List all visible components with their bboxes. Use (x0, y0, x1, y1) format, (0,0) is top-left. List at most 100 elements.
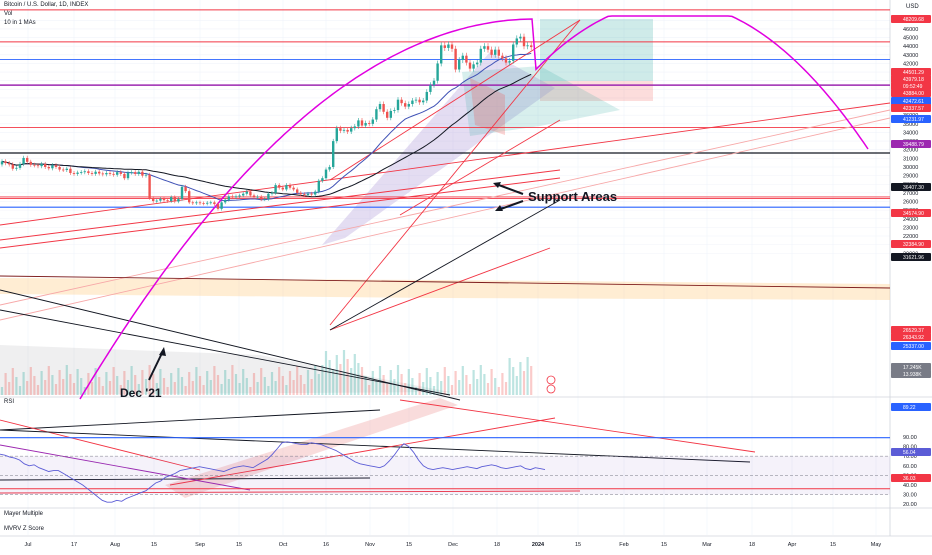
volume-bar (159, 369, 162, 395)
candle-body (393, 110, 396, 111)
consolidation-zone (0, 278, 890, 300)
candle-body (90, 173, 94, 174)
volume-bar (357, 363, 360, 395)
volume-bar (227, 379, 230, 395)
candle-body (443, 45, 446, 48)
long-position-stop-zone (540, 81, 653, 101)
candle-body (324, 169, 328, 179)
price-badge-label: 09:52:49 (903, 84, 923, 90)
volume-bar (386, 384, 389, 395)
volume-bar (180, 377, 184, 395)
volume-bar (476, 379, 479, 395)
candle-body (22, 157, 25, 164)
candle-body (414, 99, 418, 101)
candle-body (288, 185, 292, 188)
price-tick-label: 31000 (903, 156, 918, 162)
candle-body (267, 193, 270, 199)
candle-body (234, 196, 238, 198)
volume-bar (436, 372, 439, 395)
volume-bar (407, 369, 410, 395)
candle-body (206, 202, 209, 204)
volume-bar (11, 368, 14, 395)
candle-body (436, 63, 439, 81)
price-badge (891, 68, 931, 76)
volume-bar (47, 366, 50, 395)
volume-bar (339, 364, 342, 395)
volume-bar (454, 371, 457, 395)
candle-body (526, 45, 529, 47)
candle-body (429, 85, 432, 92)
price-badge-label: 26343.92 (903, 335, 924, 341)
volume-bar (411, 378, 414, 395)
candle-body (396, 99, 400, 111)
volume-bar (515, 376, 518, 395)
volume-bar (90, 382, 94, 395)
volume-bar (368, 385, 371, 395)
moving-average-fast (1, 52, 532, 202)
volume-bar (220, 384, 223, 395)
candle-body (364, 122, 367, 126)
price-tick-label: 24000 (903, 217, 918, 223)
volume-bar (267, 386, 270, 395)
rsi-badge (891, 474, 931, 482)
candle-body (105, 173, 108, 175)
time-tick-label: 15 (575, 542, 581, 548)
volume-bar (242, 369, 245, 395)
volume-bar (335, 355, 338, 395)
rsi-tick-label: 90.00 (903, 435, 917, 441)
time-tick-label: Feb (619, 542, 628, 548)
moving-average-slow (1, 73, 532, 198)
candle-body (486, 46, 490, 50)
candle-body (530, 45, 533, 48)
candle-body (497, 49, 500, 56)
candle-body (180, 186, 184, 199)
long-position-profit-zone (540, 19, 653, 81)
volume-bar (80, 378, 83, 395)
volume-bar (256, 382, 259, 395)
candle-body (328, 166, 331, 170)
volume-bar (238, 383, 241, 395)
candle-body (112, 173, 115, 175)
candle-body (310, 193, 313, 195)
price-badge (891, 342, 931, 350)
trendline (0, 169, 561, 241)
price-tick-label: 26000 (903, 199, 918, 205)
volume-bar (292, 380, 295, 395)
price-tick-label: 35000 (903, 122, 918, 128)
bear-triangle (470, 78, 505, 135)
volume-bar (497, 387, 500, 395)
volume-bar (270, 372, 274, 395)
time-tick-label: 15 (661, 542, 667, 548)
volume-bar (504, 382, 508, 395)
rsi-badge (891, 403, 931, 411)
candle-body (44, 163, 47, 167)
trendline (0, 177, 561, 249)
volume-bar (8, 382, 11, 395)
volume-bar (501, 373, 504, 395)
price-tick-label: 44000 (903, 44, 918, 50)
price-tick-label: 22000 (903, 234, 918, 240)
candle-body (220, 202, 223, 209)
price-badge (891, 89, 931, 97)
candle-body (152, 198, 155, 202)
volume-shade (0, 345, 450, 395)
volume-bar (494, 378, 497, 395)
volume-bar (317, 374, 320, 395)
candle-body (278, 185, 281, 188)
price-badge-label: 44501.29 (903, 70, 924, 76)
volume-bar (324, 351, 328, 395)
candle-body (314, 191, 317, 195)
volume-bar (72, 383, 76, 395)
volume-bar (306, 370, 310, 395)
volume-bar (69, 374, 72, 395)
price-badge-label: 43979.18 (903, 77, 924, 83)
candle-body (378, 104, 382, 110)
volume-bar (530, 366, 533, 395)
candle-body (209, 202, 212, 204)
candle-body (476, 62, 479, 65)
candle-body (4, 161, 7, 164)
time-tick-label: 16 (323, 542, 329, 548)
time-tick-label: 15 (151, 542, 157, 548)
